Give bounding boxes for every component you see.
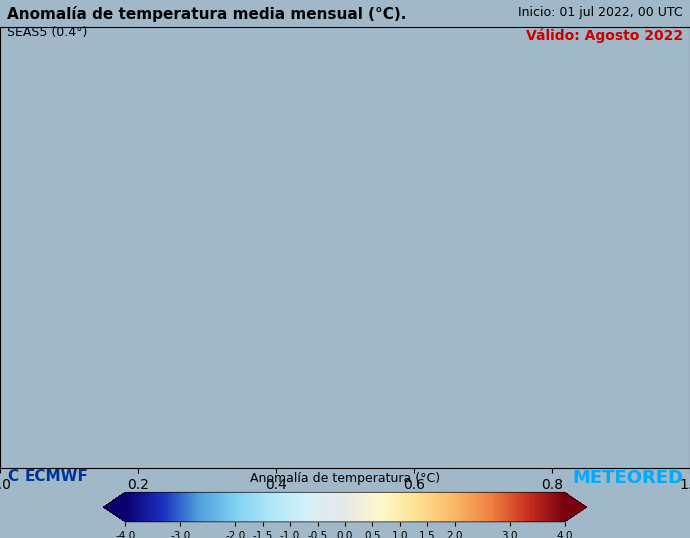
Text: Anomalía de temperatura (°C): Anomalía de temperatura (°C) xyxy=(250,471,440,485)
Text: METEORED: METEORED xyxy=(572,470,683,487)
Text: C: C xyxy=(7,470,18,484)
Text: ECMWF: ECMWF xyxy=(24,470,88,484)
Text: Válido: Agosto 2022: Válido: Agosto 2022 xyxy=(526,29,683,43)
Text: Anomalía de temperatura media mensual (°C).: Anomalía de temperatura media mensual (°… xyxy=(7,6,406,22)
Text: Inicio: 01 jul 2022, 00 UTC: Inicio: 01 jul 2022, 00 UTC xyxy=(518,6,683,19)
Text: SEAS5 (0.4°): SEAS5 (0.4°) xyxy=(7,26,87,39)
PathPatch shape xyxy=(104,492,126,522)
PathPatch shape xyxy=(564,492,586,522)
